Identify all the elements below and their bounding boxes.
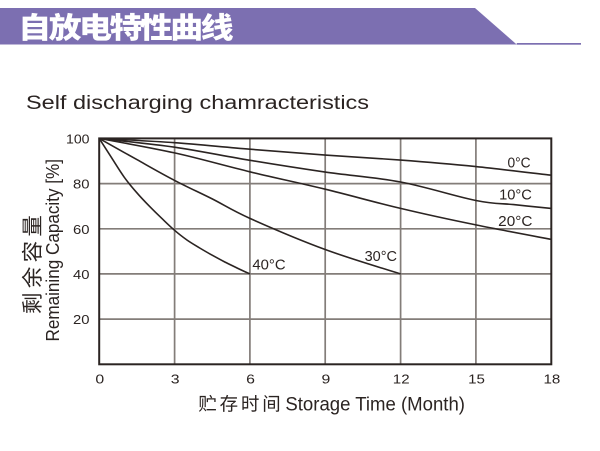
svg-text:6: 6 xyxy=(246,372,255,386)
svg-text:Storage Time (Month): Storage Time (Month) xyxy=(285,395,465,416)
svg-text:0: 0 xyxy=(95,372,104,386)
svg-text:3: 3 xyxy=(171,372,180,386)
svg-text:100: 100 xyxy=(66,132,90,146)
svg-text:80: 80 xyxy=(73,178,90,192)
svg-text:30°C: 30°C xyxy=(365,249,397,265)
svg-text:18: 18 xyxy=(544,372,561,386)
svg-text:20°C: 20°C xyxy=(498,214,532,230)
svg-text:20: 20 xyxy=(73,313,90,327)
svg-text:0°C: 0°C xyxy=(508,155,531,171)
svg-text:40°C: 40°C xyxy=(252,257,285,273)
svg-text:9: 9 xyxy=(322,372,331,386)
svg-text:12: 12 xyxy=(393,372,410,386)
svg-text:60: 60 xyxy=(73,223,90,237)
svg-text:Remaining Capacity [%]: Remaining Capacity [%] xyxy=(42,159,63,342)
svg-text:15: 15 xyxy=(468,372,485,386)
svg-text:10°C: 10°C xyxy=(499,187,532,203)
svg-text:40: 40 xyxy=(73,268,90,282)
svg-text:Self discharging chamracterist: Self discharging chamracteristics xyxy=(26,93,369,114)
